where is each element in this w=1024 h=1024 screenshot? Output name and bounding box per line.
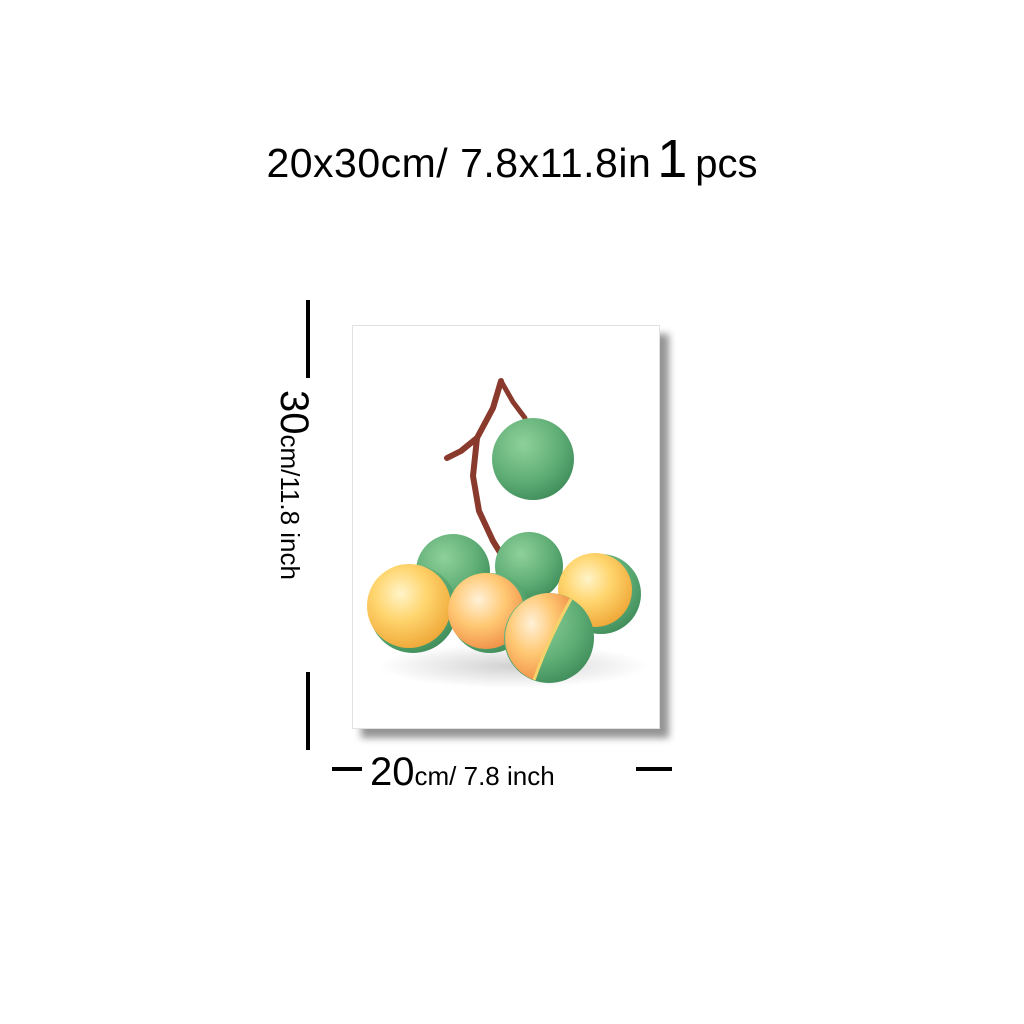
- width-dimension-label: 20cm/ 7.8 inch: [370, 750, 555, 796]
- width-line-right: [636, 767, 672, 771]
- headline-count-unit: pcs: [695, 142, 758, 186]
- width-line-left: [332, 767, 362, 771]
- height-line-bottom: [306, 672, 310, 750]
- headline-size-text: 20x30cm/ 7.8x11.8in: [266, 140, 652, 186]
- size-headline: 20x30cm/ 7.8x11.8in 1 pcs: [0, 128, 1024, 198]
- canvas-print: [352, 325, 660, 729]
- height-line-top: [306, 300, 310, 378]
- headline-count: 1: [657, 129, 688, 189]
- fruit-artwork: [367, 378, 648, 688]
- height-number: 30: [272, 390, 316, 435]
- height-unit: cm/11.8 inch: [275, 434, 305, 580]
- height-dimension-label: 30cm/11.8 inch: [272, 390, 336, 650]
- width-unit: cm/ 7.8 inch: [414, 761, 555, 791]
- width-number: 20: [370, 750, 415, 794]
